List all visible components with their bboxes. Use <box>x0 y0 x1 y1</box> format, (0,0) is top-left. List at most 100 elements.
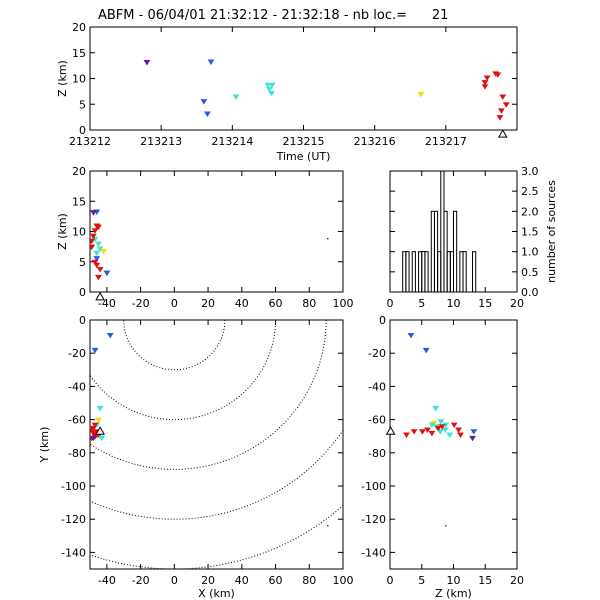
x-tick-label: -20 <box>132 574 150 587</box>
y-tick-label: -120 <box>361 513 386 526</box>
source-point <box>446 432 454 438</box>
source-point <box>90 233 97 240</box>
histogram-bar <box>405 251 410 293</box>
source-point <box>204 111 211 117</box>
x-axis-label: Time (UT) <box>276 150 331 163</box>
z-y-panel: 0 5 10 15 20 -140 -120 -100 -80 -60 -40 -20 0 Z (km) <box>361 314 524 600</box>
y-tick-label: -120 <box>61 513 86 526</box>
source-point <box>143 60 151 66</box>
y-tick-label: 15 <box>72 195 86 208</box>
x-tick-label: 100 <box>333 574 354 587</box>
x-tick-label: 80 <box>302 297 316 310</box>
plot-frame <box>89 26 518 131</box>
source-point <box>264 82 272 89</box>
source-point <box>434 425 442 432</box>
plot-frame <box>389 319 518 570</box>
y-axis-label: Z (km) <box>56 60 69 97</box>
source-point <box>481 80 489 86</box>
source-point <box>428 422 436 429</box>
plot-frame <box>89 170 344 293</box>
station-triangle-icon <box>95 426 105 435</box>
x-tick-label: 15 <box>478 574 492 587</box>
source-point <box>91 259 99 266</box>
stray-point <box>327 525 329 527</box>
y-axis-label: Y (km) <box>38 427 51 464</box>
x-tick-label: 80 <box>302 574 316 587</box>
x-tick-label: 20 <box>510 297 524 310</box>
y-tick-label: 20 <box>72 21 86 34</box>
x-tick-label: 213213 <box>140 135 182 148</box>
x-tick-label: 213214 <box>211 135 253 148</box>
y-tick-label: -140 <box>361 546 386 559</box>
x-tick-label: 60 <box>269 297 283 310</box>
x-tick-label: 5 <box>418 297 425 310</box>
x-tick-label: 5 <box>418 574 425 587</box>
source-points <box>90 209 111 281</box>
x-tick-label: 213216 <box>354 135 396 148</box>
y-tick-label: 1.5 <box>521 226 539 239</box>
y-tick-label: 1.0 <box>521 246 539 259</box>
stray-point <box>445 525 447 527</box>
source-point <box>91 228 99 234</box>
x-tick-label: 213212 <box>69 135 111 148</box>
source-point <box>91 347 99 354</box>
source-point <box>437 419 445 425</box>
x-tick-label: 100 <box>333 297 354 310</box>
y-tick-label: -60 <box>68 414 86 427</box>
y-tick-label: 5 <box>79 256 86 269</box>
source-point <box>403 432 410 438</box>
y-tick-label: 10 <box>72 226 86 239</box>
x-axis-label: X (km) <box>198 587 235 600</box>
source-point <box>207 59 215 65</box>
source-point <box>494 72 502 78</box>
source-point <box>93 262 101 269</box>
x-tick-label: 20 <box>201 297 215 310</box>
source-point <box>90 210 97 216</box>
y-tick-label: 20 <box>72 165 86 178</box>
source-point <box>441 427 449 434</box>
source-point <box>95 241 102 248</box>
source-point <box>98 435 106 442</box>
source-point <box>96 405 104 412</box>
source-point <box>93 256 101 262</box>
y-tick-label: 10 <box>72 73 86 86</box>
y-tick-label: 0 <box>379 314 386 327</box>
y-tick-label: -100 <box>361 480 386 493</box>
x-tick-label: 40 <box>235 574 249 587</box>
y-tick-label: 0 <box>79 314 86 327</box>
x-tick-label: 20 <box>201 574 215 587</box>
source-point <box>200 99 208 105</box>
y-tick-label: 0 <box>79 286 86 299</box>
y-tick-label: 2.0 <box>521 205 539 218</box>
plot-frame <box>89 319 344 570</box>
station-triangle-icon <box>95 291 105 301</box>
range-contour <box>90 429 343 520</box>
source-point <box>432 405 440 412</box>
x-tick-label: 20 <box>510 574 524 587</box>
y-axis-label: Z (km) <box>56 213 69 250</box>
x-tick-label: 213217 <box>425 135 467 148</box>
source-point <box>422 347 430 354</box>
source-point <box>496 115 504 121</box>
y-tick-label: 0.5 <box>521 266 539 279</box>
source-point <box>95 224 102 231</box>
y-tick-label: -60 <box>368 414 386 427</box>
x-tick-label: 0 <box>387 297 394 310</box>
x-y-panel: -40 -20 0 20 40 60 80 100 -140 -120 -100 -80 -60 -40 -… <box>38 314 354 600</box>
source-point <box>93 250 101 257</box>
x-tick-label: 0 <box>171 297 178 310</box>
source-points <box>143 59 510 121</box>
source-point <box>407 332 415 339</box>
x-axis-label: Z (km) <box>435 587 472 600</box>
source-point <box>265 86 273 93</box>
x-tick-label: 15 <box>478 297 492 310</box>
source-point <box>106 332 114 339</box>
y-tick-label: -40 <box>68 380 86 393</box>
source-point <box>481 84 489 90</box>
y-tick-label: 2.5 <box>521 185 539 198</box>
y-tick-label: 15 <box>72 47 86 60</box>
histogram-bar <box>424 251 429 293</box>
source-point <box>450 422 458 429</box>
x-tick-label: -20 <box>132 297 150 310</box>
